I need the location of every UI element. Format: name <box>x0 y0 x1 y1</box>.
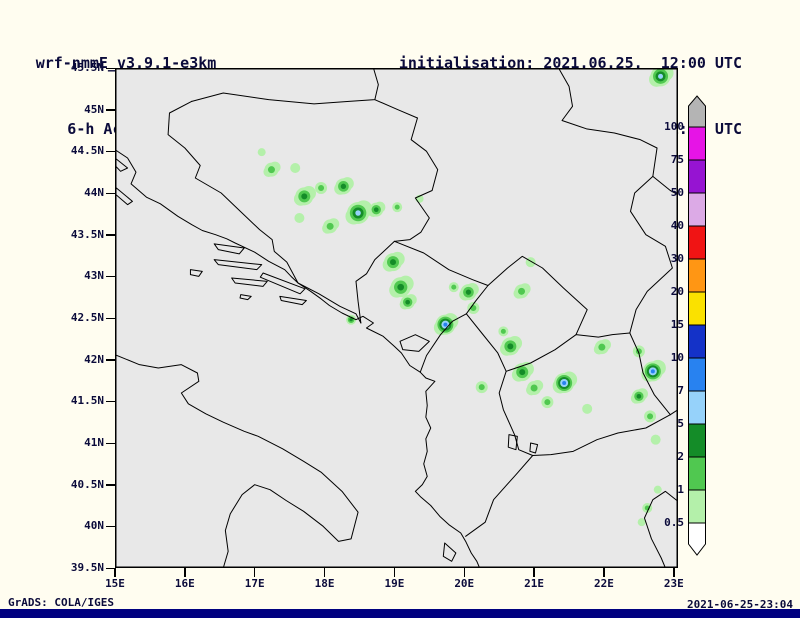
y-tick-mark <box>106 234 115 236</box>
y-tick-mark <box>106 442 115 444</box>
x-tick-mark <box>253 568 256 577</box>
x-tick-mark <box>533 568 535 577</box>
y-tick-label: 43N <box>84 269 104 283</box>
y-tick-mark <box>106 109 115 111</box>
y-tick-label: 40N <box>84 519 104 533</box>
x-tick-mark <box>463 568 465 577</box>
geography-layer <box>115 68 678 568</box>
y-tick-label: 42N <box>84 352 104 366</box>
colorbar-tick-label: 50 <box>670 186 684 199</box>
y-tick-mark <box>106 150 115 153</box>
x-tick-label: 20E <box>454 577 475 590</box>
y-tick-mark <box>106 484 115 486</box>
map-plot <box>115 68 678 568</box>
y-tick-label: 39.5N <box>70 561 104 574</box>
y-tick-label: 45N <box>84 102 104 116</box>
x-tick-label: 19E <box>384 577 405 590</box>
colorbar-tick-label: 15 <box>670 318 684 331</box>
y-tick-label: 41N <box>84 436 104 449</box>
y-tick-label: 41.5N <box>70 394 104 408</box>
x-tick-mark <box>323 568 326 577</box>
colorbar-tick-label: 2 <box>677 450 684 463</box>
x-tick-label: 16E <box>174 577 195 590</box>
y-tick-label: 44.5N <box>70 144 104 158</box>
colorbar-tick-label: 40 <box>670 219 684 232</box>
precipitation-layer <box>257 64 674 527</box>
colorbar-tick-label: 20 <box>670 285 684 298</box>
x-tick-label: 22E <box>594 577 614 590</box>
x-tick-mark <box>393 568 396 577</box>
y-tick-mark <box>106 359 115 361</box>
x-tick-mark <box>184 568 186 577</box>
y-tick-label: 45.5N <box>70 61 104 74</box>
colorbar <box>688 95 706 556</box>
colorbar-tick-label: 1 <box>677 483 684 496</box>
x-tick-label: 18E <box>314 577 335 590</box>
coastline-greece <box>443 491 678 568</box>
colorbar-tick-label: 7 <box>677 384 684 397</box>
coastline-adriatic-east <box>115 150 480 568</box>
colorbar-tick-label: 0.5 <box>664 516 684 529</box>
init-time-label: initialisation: 2021.06.25. 12:00 UTC <box>398 54 742 72</box>
map-svg <box>115 68 678 568</box>
map-background <box>115 68 678 568</box>
y-tick-mark <box>106 525 115 528</box>
colorbar-tick-label: 10 <box>670 351 684 364</box>
creation-timestamp: 2021-06-25-23:04 <box>687 598 793 611</box>
y-tick-mark <box>106 567 115 569</box>
x-tick-mark <box>603 568 605 577</box>
bottom-navy-bar <box>0 609 800 618</box>
y-tick-label: 43.5N <box>70 227 104 241</box>
y-tick-label: 40.5N <box>70 477 104 491</box>
y-tick-label: 44N <box>84 186 104 199</box>
grads-credit: GrADS: COLA/IGES <box>8 596 114 609</box>
x-tick-label: 15E <box>105 577 125 590</box>
model-title: wrf-nmmE_v3.9.1-e3km <box>35 54 217 72</box>
colorbar-tick-label: 75 <box>670 153 684 166</box>
colorbar-tick-label: 5 <box>677 417 684 430</box>
lakes <box>400 335 538 453</box>
y-tick-mark <box>106 67 115 69</box>
y-tick-label: 42.5N <box>70 311 104 324</box>
plot-frame <box>115 68 678 568</box>
colorbar-tick-label: 30 <box>670 252 684 265</box>
croatian-islands <box>115 158 306 305</box>
x-tick-label: 21E <box>524 577 545 590</box>
x-tick-label: 23E <box>663 577 684 590</box>
x-tick-mark <box>114 568 116 577</box>
y-tick-mark <box>106 192 115 194</box>
political-borders <box>168 68 678 536</box>
coastline-italy <box>115 355 358 568</box>
y-tick-mark <box>106 275 115 278</box>
y-tick-mark <box>106 400 115 403</box>
colorbar-tick-label: 100 <box>664 120 684 133</box>
x-tick-label: 17E <box>244 577 265 590</box>
x-tick-mark <box>673 568 675 577</box>
y-tick-mark <box>106 317 115 319</box>
